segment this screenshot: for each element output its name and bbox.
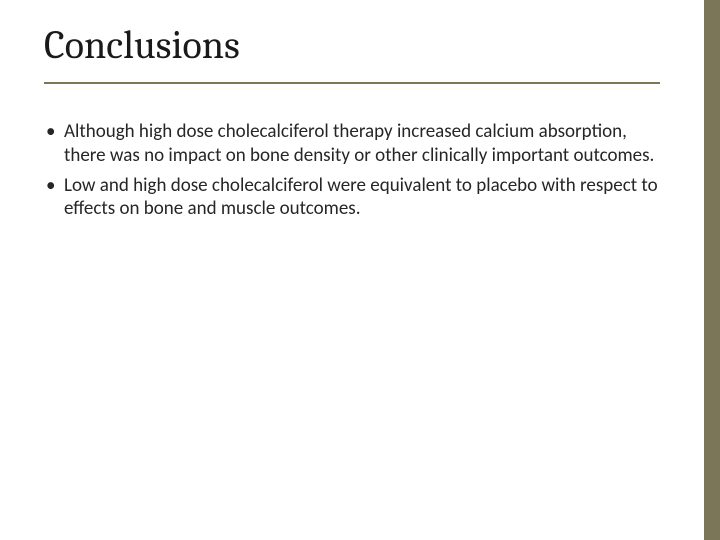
- list-item: Although high dose cholecalciferol thera…: [44, 120, 660, 168]
- list-item: Low and high dose cholecalciferol were e…: [44, 174, 660, 222]
- slide-title: Conclusions: [44, 22, 660, 84]
- accent-bar: [704, 0, 720, 540]
- bullet-list: Although high dose cholecalciferol thera…: [44, 120, 660, 221]
- slide-body: Conclusions Although high dose cholecalc…: [0, 0, 704, 540]
